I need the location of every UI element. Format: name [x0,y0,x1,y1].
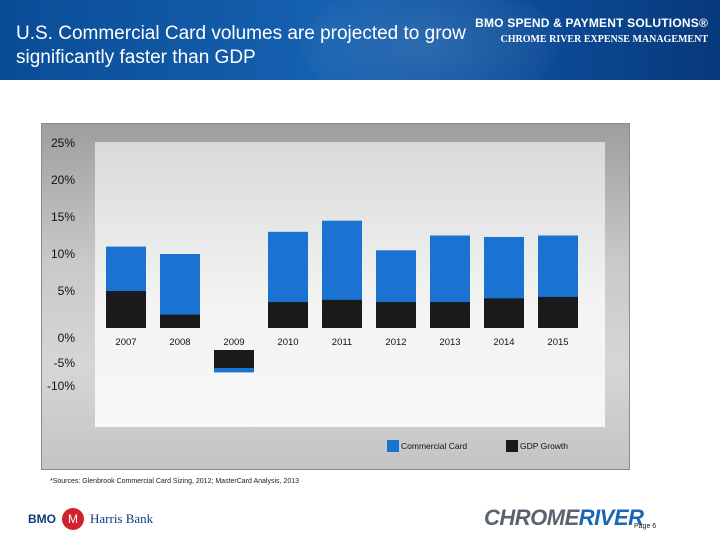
chromeriver-part1: CHROME [484,505,579,530]
gdp-growth-bar [430,302,470,328]
y-tick-label: 10% [51,247,75,261]
slide-title: U.S. Commercial Card volumes are project… [16,23,466,68]
gdp-growth-bar [268,302,308,328]
y-tick-label: -5% [54,356,76,370]
y-tick-label: 0% [58,331,76,345]
legend-swatch [506,440,518,452]
legend-swatch [387,440,399,452]
y-tick-label: 15% [51,210,75,224]
legend-label: GDP Growth [520,441,568,451]
x-tick-label: 2008 [169,337,190,348]
x-tick-label: 2014 [493,337,514,348]
gdp-growth-bar [484,298,524,328]
gdp-growth-bar [376,302,416,328]
x-tick-label: 2010 [277,337,298,348]
y-tick-label: 25% [51,136,75,150]
source-note: *Sources: Glenbrook Commercial Card Sizi… [50,478,300,485]
x-tick-label: 2011 [332,337,352,348]
chromeriver-logo: CHROMERIVER [484,505,644,531]
y-tick-label: 20% [51,173,75,187]
x-tick-label: 2009 [223,337,244,348]
gdp-growth-bar [160,314,200,328]
brand-line-1: BMO SPEND & PAYMENT SOLUTIONS® [475,16,708,30]
x-tick-label: 2015 [547,337,568,348]
x-tick-label: 2012 [385,337,406,348]
y-tick-label: 5% [58,284,76,298]
page-number: Page 6 [634,523,657,530]
legend-label: Commercial Card [401,441,467,451]
brand-line-2: CHROME RIVER EXPENSE MANAGEMENT [500,34,708,45]
x-tick-label: 2007 [115,337,136,348]
gdp-growth-bar [106,291,146,328]
world-map-graphic [300,0,560,80]
bmo-roundel-icon: M [62,508,84,530]
harris-bank-wordmark: Harris Bank [90,511,154,526]
x-tick-label: 2013 [439,337,460,348]
y-tick-label: -10% [47,379,75,393]
gdp-growth-bar [214,350,254,368]
chromeriver-part2: RIVER [578,505,644,530]
gdp-growth-bar [322,299,362,328]
bmo-harris-logo: BMO M Harris Bank [28,508,153,530]
header-banner: U.S. Commercial Card volumes are project… [0,0,720,80]
gdp-growth-bar [538,296,578,328]
bmo-wordmark: BMO [28,512,56,526]
